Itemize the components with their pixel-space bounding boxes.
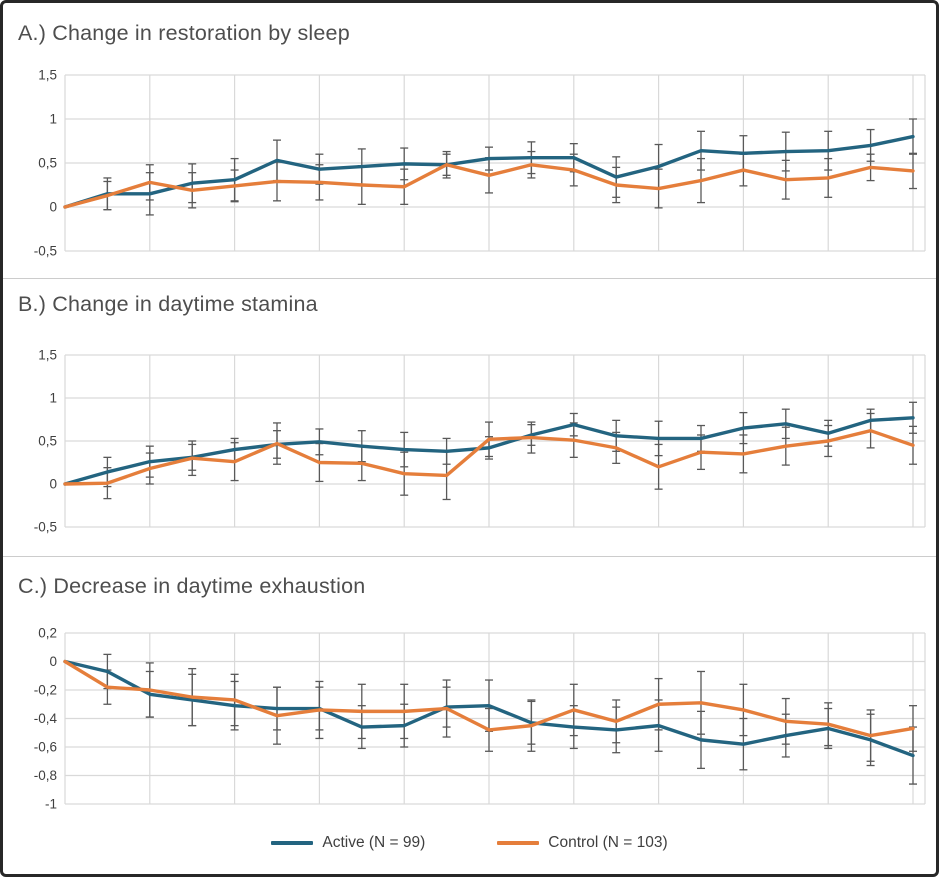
svg-text:1,5: 1,5 xyxy=(38,68,57,83)
svg-text:-1: -1 xyxy=(45,797,57,812)
legend-item-active: Active (N = 99) xyxy=(271,834,425,852)
svg-text:-0,5: -0,5 xyxy=(34,520,57,535)
svg-text:0: 0 xyxy=(49,200,57,215)
legend-label-active: Active (N = 99) xyxy=(322,834,426,851)
charts-canvas: 1,5 1 0,5 0 -0,5 1,5 1 0,5 0 -0,5 0,2 0 -0,2 -0,4 -0,6… xyxy=(34,68,926,812)
svg-text:-0,8: -0,8 xyxy=(34,768,57,783)
svg-text:0,5: 0,5 xyxy=(38,156,57,171)
svg-text:1: 1 xyxy=(49,112,57,127)
svg-text:-0,4: -0,4 xyxy=(34,711,58,726)
svg-text:0,2: 0,2 xyxy=(38,626,57,641)
panel-separator xyxy=(3,556,936,557)
panel-a-title: A.) Change in restoration by sleep xyxy=(18,21,350,45)
svg-text:1,5: 1,5 xyxy=(38,348,57,363)
svg-text:0,5: 0,5 xyxy=(38,434,57,449)
panel-c-title: C.) Decrease in daytime exhaustion xyxy=(18,574,366,598)
panel-b-title: B.) Change in daytime stamina xyxy=(18,292,318,316)
control-line-swatch xyxy=(497,841,540,845)
svg-text:0: 0 xyxy=(49,477,57,492)
svg-text:-0,2: -0,2 xyxy=(34,683,57,698)
svg-text:1: 1 xyxy=(49,391,57,406)
panel-separator xyxy=(3,278,936,279)
svg-text:-0,5: -0,5 xyxy=(34,244,57,259)
svg-text:0: 0 xyxy=(49,654,57,669)
legend: Active (N = 99) Control (N = 103) xyxy=(3,834,936,852)
legend-label-control: Control (N = 103) xyxy=(548,834,668,851)
legend-item-control: Control (N = 103) xyxy=(497,834,668,852)
svg-text:-0,6: -0,6 xyxy=(34,740,57,755)
active-line-swatch xyxy=(271,841,314,845)
